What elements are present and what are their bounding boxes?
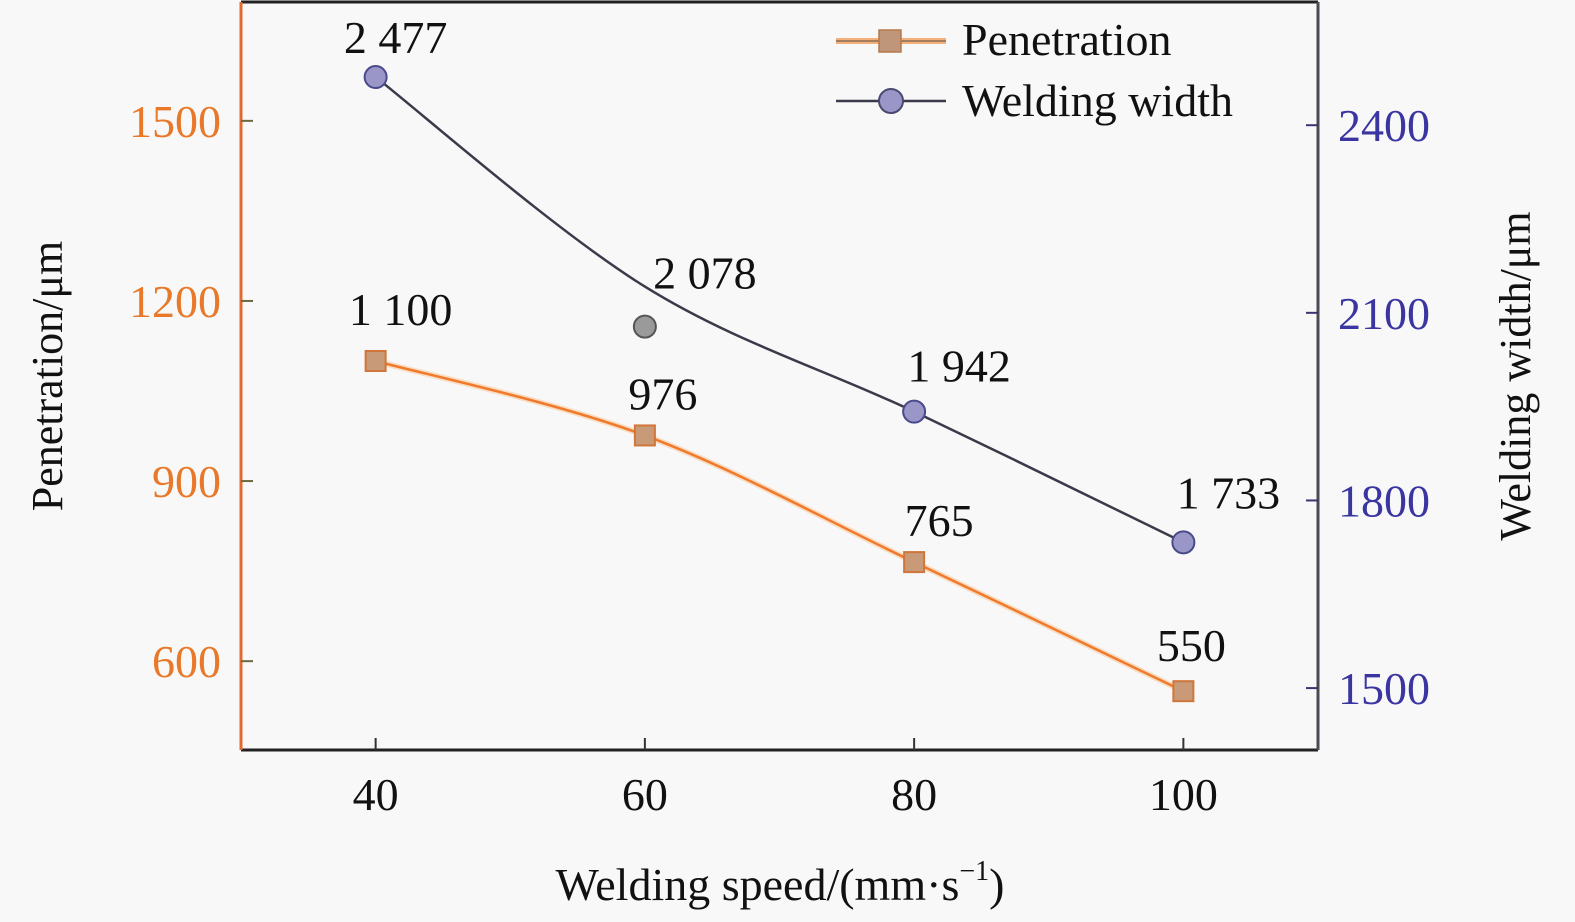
axis-ticks: 40 60 80 100 600 900 1200 1500 1500 1800 2100 2400: [129, 96, 1430, 820]
y-right-tick-label: 1800: [1338, 475, 1430, 526]
penetration-data-label: 1 100: [349, 284, 453, 335]
penetration-point: [903, 551, 926, 574]
x-tick-label: 100: [1149, 769, 1218, 820]
legend-welding-width-label: Welding width: [962, 75, 1233, 126]
x-tick-label: 40: [353, 769, 399, 820]
y-right-tick-label: 2400: [1338, 100, 1430, 151]
y-left-tick-label: 1200: [129, 276, 221, 327]
welding-width-data-label: 1 942: [907, 341, 1011, 392]
x-axis-title-main: Welding speed/(mm·s: [556, 859, 960, 910]
welding-width-data-label: 2 477: [344, 12, 448, 63]
penetration-data-label: 550: [1157, 620, 1226, 671]
legend-penetration-square-icon: [878, 29, 902, 53]
y-right-axis-title: Welding width/μm: [1491, 211, 1540, 540]
welding-width-point: [1171, 530, 1196, 555]
legend-item-penetration: Penetration: [836, 14, 1172, 65]
y-left-tick-label: 1500: [129, 96, 221, 147]
legend-welding-width-circle-icon: [878, 88, 904, 114]
welding-width-line: [374, 76, 1184, 544]
y-left-tick-label: 600: [152, 636, 221, 687]
legend: Penetration Welding width: [836, 14, 1233, 126]
x-tick-label: 80: [891, 769, 937, 820]
x-tick-label: 60: [622, 769, 668, 820]
penetration-point: [1172, 680, 1195, 703]
penetration-point: [364, 349, 387, 372]
welding-width-point: [632, 314, 657, 339]
data-labels: 1 100 976 765 550 2 477 2 078 1 942 1 733: [344, 12, 1280, 671]
y-left-axis-title: Penetration/μm: [23, 241, 72, 511]
welding-width-point: [363, 65, 388, 90]
welding-width-point: [902, 399, 927, 424]
plot-frame: [239, 0, 1320, 752]
penetration-data-label: 976: [628, 368, 697, 419]
penetration-point: [633, 424, 656, 447]
penetration-line-glow: [374, 358, 1185, 694]
penetration-line: [375, 359, 1184, 693]
y-right-tick-label: 2100: [1338, 288, 1430, 339]
legend-penetration-label: Penetration: [962, 14, 1172, 65]
x-axis-title-close: ): [989, 859, 1004, 910]
y-left-tick-label: 900: [152, 456, 221, 507]
x-axis-title: Welding speed/(mm·s−1): [556, 856, 1005, 910]
y-right-tick-label: 1500: [1338, 663, 1430, 714]
welding-width-data-label: 1 733: [1177, 467, 1281, 518]
x-axis-title-sup: −1: [959, 856, 989, 887]
legend-item-welding-width: Welding width: [836, 75, 1233, 126]
series: [363, 65, 1196, 703]
welding-width-data-label: 2 078: [653, 248, 757, 299]
penetration-data-label: 765: [905, 495, 974, 546]
